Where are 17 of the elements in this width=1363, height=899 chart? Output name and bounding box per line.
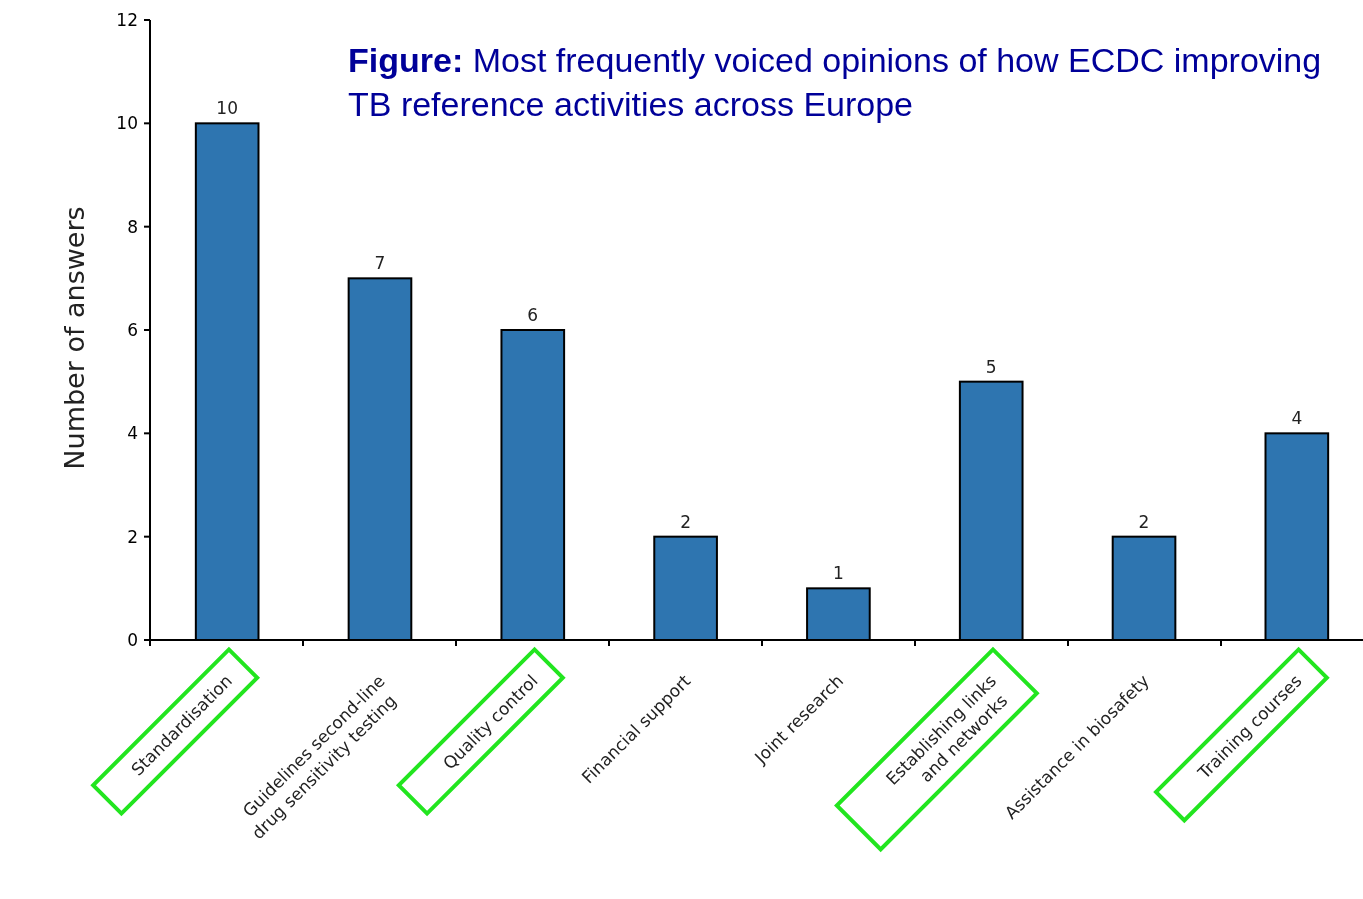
y-tick-label: 10 [116, 113, 138, 134]
data-label: 1 [832, 563, 844, 584]
data-label: 2 [1138, 511, 1150, 532]
y-tick-label: 12 [116, 9, 138, 30]
y-axis-title: Number of answers [59, 206, 90, 470]
data-label: 6 [527, 305, 539, 325]
y-tick-label: 0 [127, 629, 138, 650]
data-label: 5 [985, 356, 997, 377]
y-tick-label: 6 [127, 319, 138, 340]
y-tick-label: 2 [127, 526, 138, 547]
data-label: 2 [680, 511, 692, 532]
data-label: 7 [374, 253, 386, 274]
text: Figure: Most frequently voiced opinions of how ECDC improving TB reference activities across Europe [348, 40, 1323, 125]
data-label: 4 [1291, 408, 1303, 429]
y-tick-label: 8 [127, 216, 138, 237]
data-label: 10 [216, 98, 238, 119]
y-tick-label: 4 [127, 423, 138, 444]
